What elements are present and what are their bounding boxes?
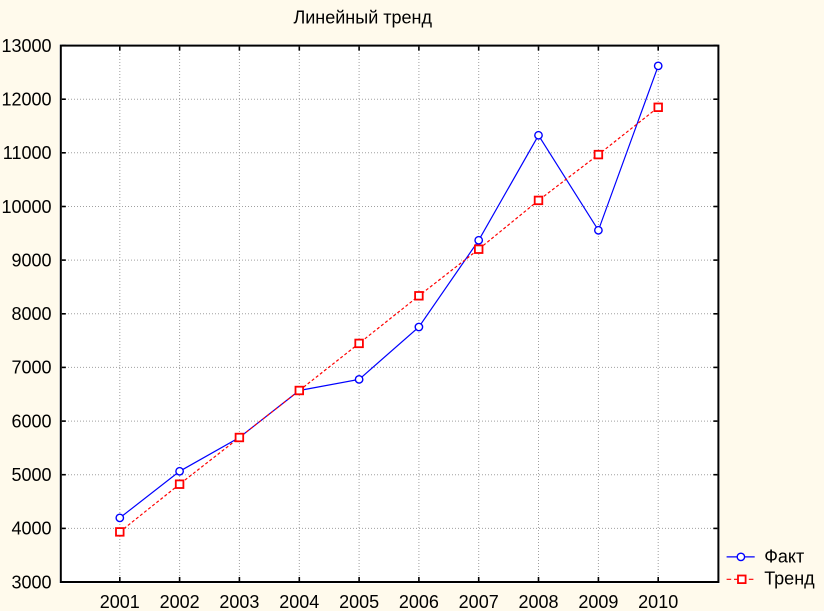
svg-text:13000: 13000 bbox=[1, 36, 51, 56]
svg-text:2010: 2010 bbox=[638, 592, 678, 611]
svg-text:Факт: Факт bbox=[764, 547, 804, 567]
svg-text:2002: 2002 bbox=[160, 592, 200, 611]
svg-text:5000: 5000 bbox=[11, 465, 51, 485]
svg-text:2004: 2004 bbox=[279, 592, 319, 611]
svg-text:3000: 3000 bbox=[11, 572, 51, 592]
svg-text:7000: 7000 bbox=[11, 358, 51, 378]
svg-text:6000: 6000 bbox=[11, 411, 51, 431]
svg-text:2008: 2008 bbox=[518, 592, 558, 611]
svg-text:10000: 10000 bbox=[1, 197, 51, 217]
svg-text:2001: 2001 bbox=[100, 592, 140, 611]
svg-text:4000: 4000 bbox=[11, 519, 51, 539]
svg-text:9000: 9000 bbox=[11, 250, 51, 270]
svg-text:2003: 2003 bbox=[219, 592, 259, 611]
svg-text:8000: 8000 bbox=[11, 304, 51, 324]
svg-text:2005: 2005 bbox=[339, 592, 379, 611]
svg-text:2006: 2006 bbox=[399, 592, 439, 611]
svg-text:11000: 11000 bbox=[3, 143, 52, 163]
svg-text:2007: 2007 bbox=[459, 592, 499, 611]
svg-text:2009: 2009 bbox=[578, 592, 618, 611]
svg-text:12000: 12000 bbox=[1, 90, 51, 110]
svg-text:Тренд: Тренд bbox=[764, 568, 815, 588]
svg-text:Линейный тренд: Линейный тренд bbox=[293, 8, 432, 28]
